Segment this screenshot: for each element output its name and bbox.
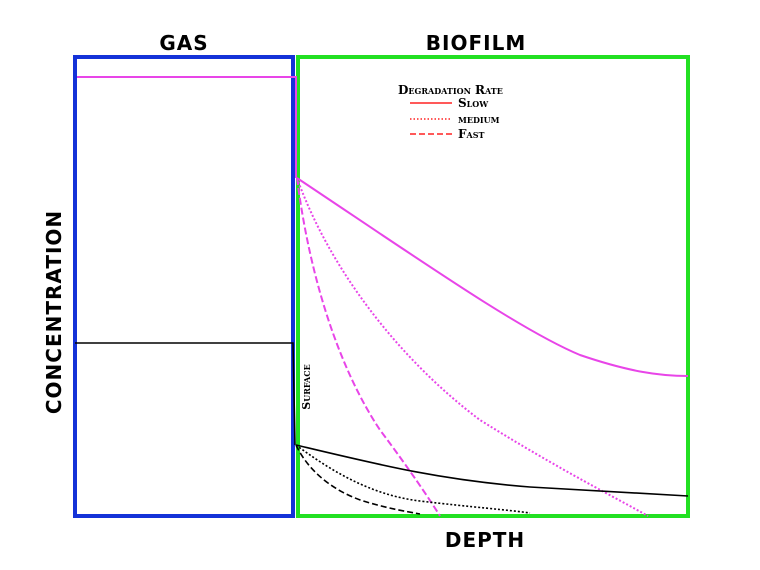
legend-item: Fast xyxy=(458,127,485,141)
medium-curve xyxy=(295,444,531,514)
gas-label: GAS xyxy=(159,31,208,55)
substrate-concentration xyxy=(75,342,296,446)
fast-curve xyxy=(295,444,421,515)
gas-profiles xyxy=(77,76,689,517)
gas-box xyxy=(73,55,295,518)
biofilm-box xyxy=(296,55,690,518)
legend-title: Degradation Rate xyxy=(398,83,503,97)
medium-curve xyxy=(296,177,649,517)
legend: Degradation Rate Slow medium Fast xyxy=(398,83,503,141)
fast-curve xyxy=(296,177,441,517)
legend-item: Slow xyxy=(458,96,489,110)
legend-item: medium xyxy=(458,112,500,126)
slow-curve xyxy=(296,177,689,377)
gas-concentration xyxy=(77,76,297,178)
y-axis-label: CONCENTRATION xyxy=(42,210,66,414)
x-axis-label: DEPTH xyxy=(445,528,525,552)
substrate-profiles xyxy=(75,342,689,515)
biofilm-label: BIOFILM xyxy=(426,31,526,55)
surface-label: Surface xyxy=(300,364,313,409)
slow-curve xyxy=(295,444,689,497)
